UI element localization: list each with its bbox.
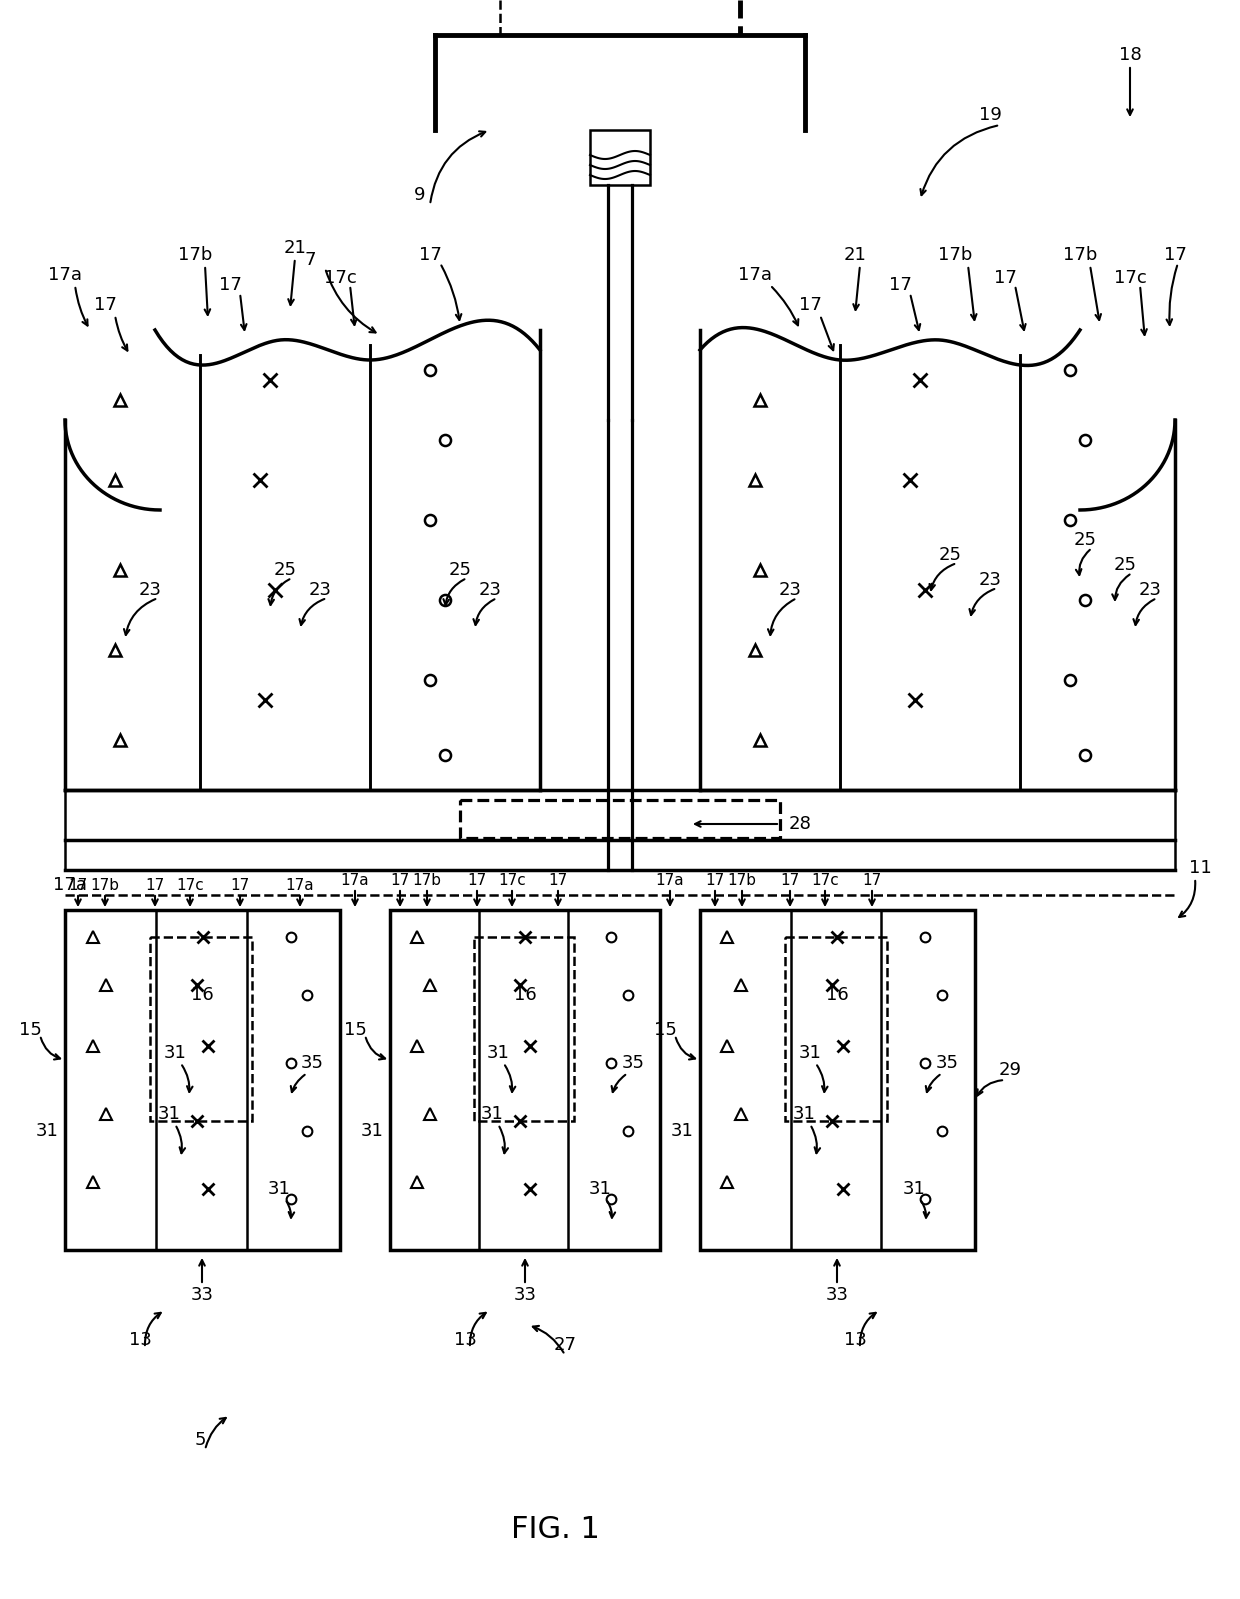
Text: 31: 31	[589, 1180, 613, 1198]
Text: 23: 23	[1138, 580, 1162, 600]
Text: 25: 25	[449, 561, 471, 579]
Text: 17a: 17a	[285, 878, 314, 892]
Text: 5: 5	[195, 1431, 206, 1449]
Text: 17: 17	[799, 296, 821, 313]
Text: 17: 17	[218, 277, 242, 294]
Text: 25: 25	[1114, 556, 1137, 574]
Text: 17b: 17b	[177, 246, 212, 264]
Text: 17: 17	[68, 878, 88, 892]
Bar	[590, 130, 650, 185]
Text: 31: 31	[36, 1122, 58, 1140]
Text: 17c: 17c	[811, 873, 839, 887]
Text: 21: 21	[843, 246, 867, 264]
Text: 31: 31	[794, 1105, 816, 1122]
Text: 33: 33	[191, 1286, 213, 1305]
Text: 17a: 17a	[341, 873, 370, 887]
Text: 16: 16	[826, 987, 849, 1004]
Text: 17b: 17b	[413, 873, 441, 887]
Text: 31: 31	[903, 1180, 926, 1198]
Text: FIG. 1: FIG. 1	[511, 1516, 599, 1545]
Text: 23: 23	[139, 580, 161, 600]
Text: 13: 13	[454, 1330, 476, 1350]
Text: 17a: 17a	[656, 873, 684, 887]
Text: 23: 23	[779, 580, 801, 600]
Bar	[391, 910, 660, 1250]
Text: 21: 21	[284, 238, 306, 257]
Bar	[460, 800, 780, 838]
Text: 17: 17	[706, 873, 724, 887]
Text: 17b: 17b	[728, 873, 756, 887]
Text: 17a: 17a	[48, 265, 82, 285]
Text: 17: 17	[467, 873, 486, 887]
Text: 15: 15	[19, 1022, 41, 1039]
Text: 29: 29	[998, 1062, 1022, 1079]
Text: 31: 31	[481, 1105, 503, 1122]
Text: 18: 18	[1118, 46, 1141, 64]
Text: 13: 13	[843, 1330, 867, 1350]
Text: 31: 31	[486, 1044, 510, 1062]
Text: 17c: 17c	[1114, 269, 1146, 286]
Text: 31: 31	[361, 1122, 383, 1140]
Text: 31: 31	[157, 1105, 181, 1122]
Text: 17b: 17b	[1063, 246, 1097, 264]
Text: 35: 35	[936, 1054, 959, 1071]
Text: 31: 31	[799, 1044, 821, 1062]
Text: 17b: 17b	[91, 878, 119, 892]
Text: 33: 33	[513, 1286, 537, 1305]
Text: 17: 17	[145, 878, 165, 892]
Text: 17: 17	[93, 296, 117, 313]
Text: 13: 13	[129, 1330, 151, 1350]
Text: 31: 31	[268, 1180, 291, 1198]
Text: 17a: 17a	[53, 876, 87, 894]
Bar	[701, 910, 975, 1250]
Text: 17: 17	[862, 873, 882, 887]
Text: 35: 35	[621, 1054, 645, 1071]
Text: 33: 33	[826, 1286, 848, 1305]
Text: 25: 25	[939, 545, 961, 564]
Text: 31: 31	[164, 1044, 186, 1062]
Text: 16: 16	[191, 987, 213, 1004]
Text: 17: 17	[231, 878, 249, 892]
Text: 17: 17	[993, 269, 1017, 286]
Text: 17b: 17b	[937, 246, 972, 264]
Text: 17: 17	[889, 277, 911, 294]
Text: 17: 17	[1163, 246, 1187, 264]
Text: 25: 25	[274, 561, 296, 579]
Text: 31: 31	[671, 1122, 693, 1140]
Text: 15: 15	[653, 1022, 677, 1039]
Text: 17: 17	[548, 873, 568, 887]
Text: 17c: 17c	[324, 269, 356, 286]
Bar	[150, 937, 252, 1121]
Text: 11: 11	[1189, 859, 1211, 876]
Text: 19: 19	[978, 106, 1002, 125]
Text: 17: 17	[419, 246, 441, 264]
Bar	[64, 910, 340, 1250]
Text: 17: 17	[391, 873, 409, 887]
Text: 17: 17	[780, 873, 800, 887]
Text: 25: 25	[1074, 531, 1096, 548]
Text: 28: 28	[789, 815, 811, 833]
Text: 17c: 17c	[498, 873, 526, 887]
Text: 23: 23	[479, 580, 501, 600]
Bar	[474, 937, 574, 1121]
Text: 27: 27	[553, 1337, 577, 1354]
Bar	[785, 937, 887, 1121]
Text: 17a: 17a	[738, 265, 773, 285]
Text: 9: 9	[414, 185, 425, 205]
Text: 7: 7	[304, 251, 316, 269]
Text: 35: 35	[301, 1054, 324, 1071]
Text: 23: 23	[309, 580, 331, 600]
Text: 23: 23	[978, 571, 1002, 588]
Text: 16: 16	[513, 987, 537, 1004]
Text: 17c: 17c	[176, 878, 203, 892]
Text: 15: 15	[343, 1022, 367, 1039]
